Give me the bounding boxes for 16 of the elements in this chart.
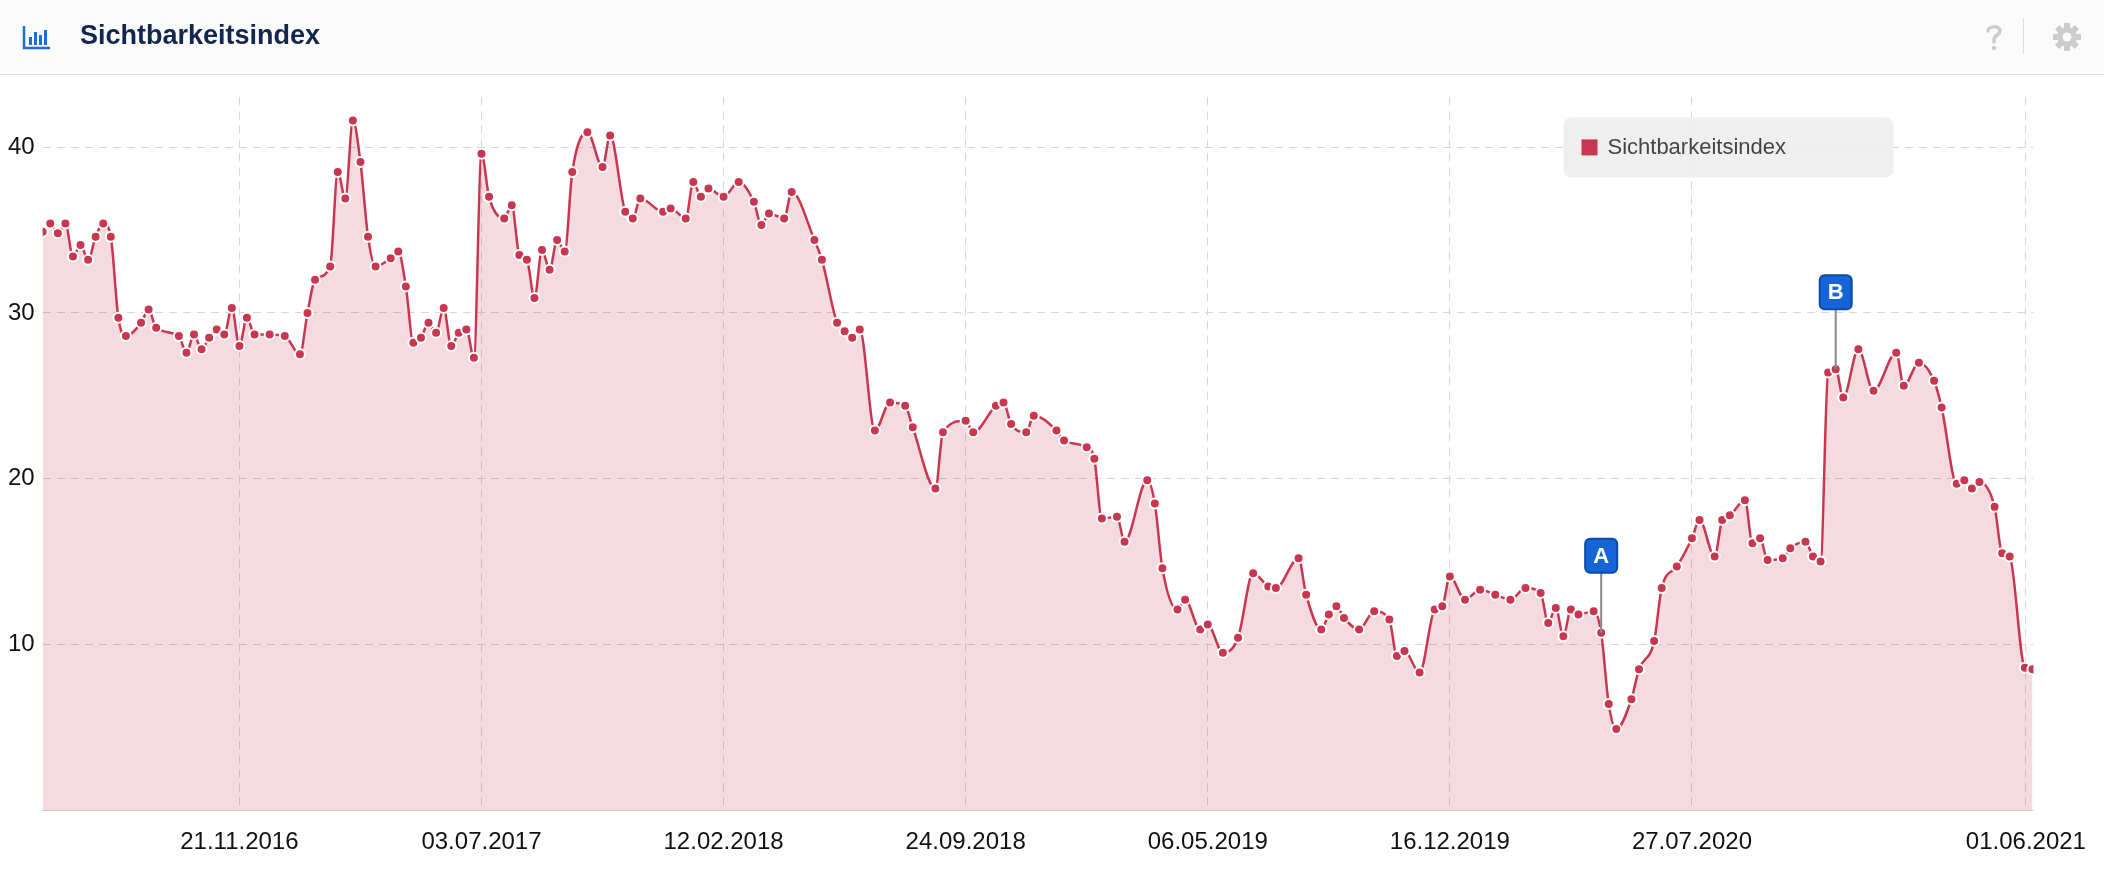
chart-title: Sichtbarkeitsindex <box>80 20 321 51</box>
y-tick-label: 20 <box>7 463 35 491</box>
annotation: A <box>1593 542 1610 568</box>
x-tick-label: 27.07.2020 <box>1631 827 1753 855</box>
annotation: B <box>1827 279 1844 305</box>
x-tick-label: 01.06.2021 <box>1965 827 2086 855</box>
y-tick-label: 40 <box>7 131 35 159</box>
x-tick-label: 06.05.2019 <box>1147 827 1268 855</box>
y-tick-label: 10 <box>7 629 35 657</box>
x-tick-label: 12.02.2018 <box>663 827 784 855</box>
x-tick-label: 24.09.2018 <box>905 827 1026 855</box>
y-tick-label: 30 <box>7 297 35 325</box>
x-tick-label: 21.11.2016 <box>180 827 299 855</box>
x-tick-label: 16.12.2019 <box>1389 827 1510 855</box>
x-tick-label: 03.07.2017 <box>421 827 542 855</box>
legend-label: Sichtbarkeitsindex <box>1607 134 1787 160</box>
